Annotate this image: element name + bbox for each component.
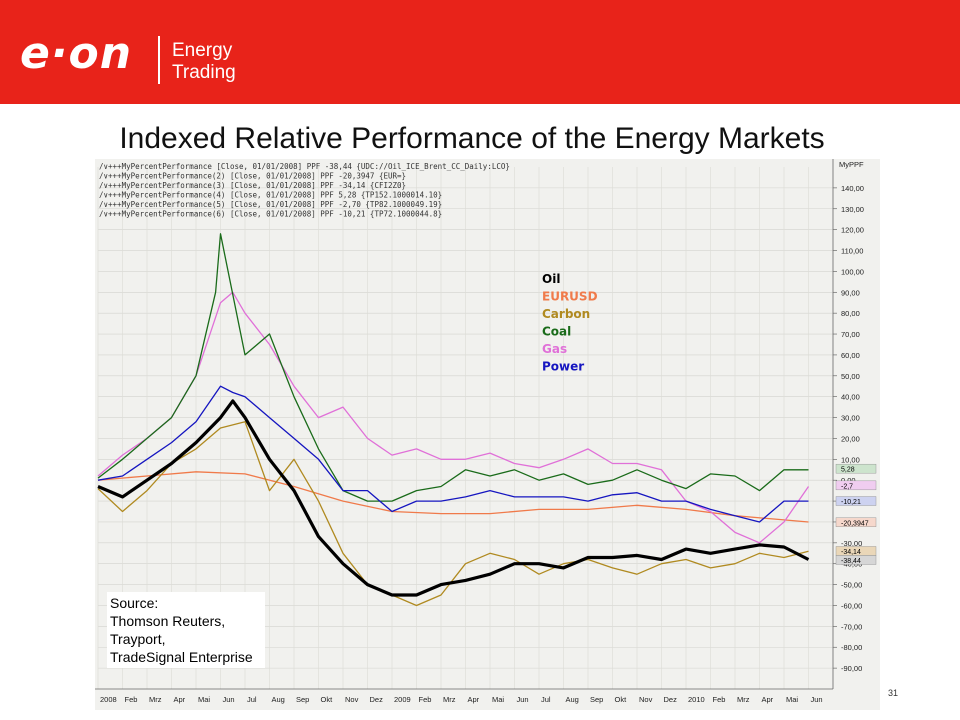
y-tick-label: 70,00	[841, 330, 860, 339]
x-tick-label: Feb	[713, 695, 726, 704]
y-tick-label: 90,00	[841, 288, 860, 297]
brand-line-trading: Trading	[172, 62, 236, 83]
x-tick-label: Feb	[125, 695, 138, 704]
end-value-tag	[835, 555, 877, 565]
x-tick-label: Nov	[345, 695, 359, 704]
end-value-tag	[835, 517, 877, 527]
legend-header-line: /∨+++MyPercentPerformance [Close, 01/01/…	[99, 162, 510, 171]
x-tick-label: 2010	[688, 695, 705, 704]
y-tick-label: -90,00	[841, 664, 862, 673]
indicator-label: MyPPF	[839, 160, 864, 169]
y-tick-label: 40,00	[841, 393, 860, 402]
x-tick-label: Jul	[541, 695, 551, 704]
x-tick-label: Mrz	[149, 695, 162, 704]
x-tick-label: Feb	[419, 695, 432, 704]
brand-line-energy: Energy	[172, 40, 233, 61]
end-value-label: -38,44	[841, 558, 861, 565]
legend-item-gas: Gas	[542, 342, 567, 356]
y-tick-label: -60,00	[841, 601, 862, 610]
legend-item-carbon: Carbon	[542, 307, 590, 321]
y-tick-label: -50,00	[841, 581, 862, 590]
x-tick-label: Jun	[811, 695, 823, 704]
legend-header-line: /∨+++MyPercentPerformance(3) [Close, 01/…	[99, 181, 406, 190]
x-tick-label: Sep	[590, 695, 603, 704]
page-title: Indexed Relative Performance of the Ener…	[119, 122, 825, 155]
x-tick-label: Dez	[370, 695, 384, 704]
end-value-tag	[835, 496, 877, 506]
series-line-power	[97, 385, 809, 523]
y-tick-label: 110,00	[841, 247, 863, 256]
x-tick-label: Mai	[492, 695, 504, 704]
source-line: Source:	[110, 595, 159, 611]
source-line: TradeSignal Enterprise	[110, 649, 253, 665]
x-tick-label: Aug	[566, 695, 579, 704]
source-line: Trayport,	[110, 631, 166, 647]
y-tick-label: 50,00	[841, 372, 860, 381]
legend-header-line: /∨+++MyPercentPerformance(5) [Close, 01/…	[99, 200, 442, 209]
eon-logo: e·on	[20, 28, 133, 79]
x-tick-label: Apr	[174, 695, 186, 704]
y-tick-label: 60,00	[841, 351, 860, 360]
x-tick-label: Apr	[762, 695, 774, 704]
x-tick-label: Mrz	[737, 695, 750, 704]
x-tick-label: Nov	[639, 695, 653, 704]
end-value-label: -34,14	[841, 549, 861, 556]
legend-item-coal: Coal	[542, 325, 571, 339]
legend-header-line: /∨+++MyPercentPerformance(4) [Close, 01/…	[99, 191, 442, 200]
x-tick-label: 2009	[394, 695, 411, 704]
legend-item-power: Power	[542, 360, 584, 374]
y-tick-label: -80,00	[841, 643, 862, 652]
x-tick-label: Mai	[198, 695, 210, 704]
end-value-tag	[835, 480, 877, 491]
end-value-label: -2,7	[841, 483, 853, 490]
legend-header-line: /∨+++MyPercentPerformance(2) [Close, 01/…	[99, 172, 406, 181]
series-line-eurusd	[97, 471, 809, 523]
y-tick-label: 10,00	[841, 455, 860, 464]
series-line-oil	[97, 399, 810, 597]
x-tick-label: Jun	[223, 695, 235, 704]
header-banner: e·on Energy Trading	[0, 0, 960, 104]
x-tick-label: Aug	[272, 695, 285, 704]
y-tick-label: 120,00	[841, 226, 864, 235]
source-note: Source: Thomson Reuters, Trayport, Trade…	[107, 592, 265, 668]
y-tick-label: -70,00	[841, 622, 862, 631]
y-tick-label: 140,00	[841, 184, 864, 193]
series-line-coal	[97, 233, 809, 502]
x-tick-label: Okt	[321, 695, 334, 704]
x-tick-label: Okt	[615, 695, 628, 704]
legend-item-oil: Oil	[542, 272, 560, 286]
end-value-label: -20,3947	[841, 520, 869, 527]
x-tick-label: Sep	[296, 695, 309, 704]
y-tick-label: 100,00	[841, 267, 864, 276]
legend-item-eurusd: EURUSD	[542, 290, 598, 304]
x-tick-label: 2008	[100, 695, 117, 704]
end-value-label: -10,21	[841, 499, 861, 506]
series-line-carbon	[97, 421, 809, 607]
brand-subtitle: Energy Trading	[172, 40, 236, 84]
page-number: 31	[888, 688, 899, 698]
y-tick-label: -30,00	[841, 539, 862, 548]
end-value-tag	[835, 463, 877, 474]
source-line: Thomson Reuters,	[110, 613, 226, 629]
y-tick-label: 30,00	[841, 414, 860, 423]
x-tick-label: Mrz	[443, 695, 456, 704]
logo-divider	[158, 36, 160, 84]
x-tick-label: Jun	[517, 695, 529, 704]
y-tick-label: 80,00	[841, 309, 860, 318]
end-value-label: 5,28	[841, 467, 855, 474]
x-tick-label: Jul	[247, 695, 257, 704]
x-tick-label: Mai	[786, 695, 798, 704]
y-tick-label: 130,00	[841, 205, 864, 214]
x-tick-label: Dez	[664, 695, 678, 704]
y-tick-label: 20,00	[841, 434, 860, 443]
x-tick-label: Apr	[468, 695, 480, 704]
legend-header-line: /∨+++MyPercentPerformance(6) [Close, 01/…	[99, 210, 442, 219]
